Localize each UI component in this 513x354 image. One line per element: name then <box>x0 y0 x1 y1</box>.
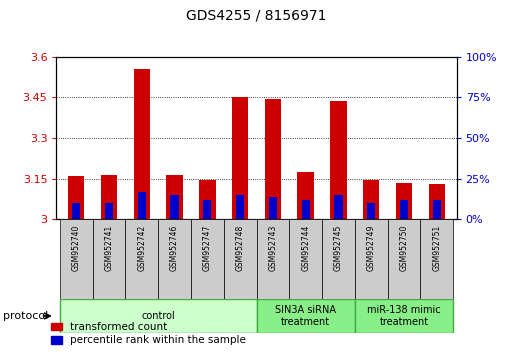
Text: GSM952747: GSM952747 <box>203 225 212 272</box>
Text: GSM952745: GSM952745 <box>334 225 343 272</box>
Bar <box>367 203 376 219</box>
FancyBboxPatch shape <box>355 299 453 333</box>
Bar <box>396 183 412 219</box>
Bar <box>133 69 150 219</box>
Text: GSM952744: GSM952744 <box>301 225 310 272</box>
Text: control: control <box>141 311 175 321</box>
FancyBboxPatch shape <box>256 219 289 299</box>
FancyBboxPatch shape <box>60 299 256 333</box>
Text: GSM952750: GSM952750 <box>400 225 408 272</box>
Text: GSM952746: GSM952746 <box>170 225 179 272</box>
Bar <box>433 200 441 219</box>
Bar <box>269 197 277 219</box>
Bar <box>170 195 179 219</box>
FancyBboxPatch shape <box>92 219 125 299</box>
Text: miR-138 mimic
treatment: miR-138 mimic treatment <box>367 305 441 327</box>
Legend: transformed count, percentile rank within the sample: transformed count, percentile rank withi… <box>51 322 246 345</box>
Bar <box>298 172 314 219</box>
Bar <box>105 203 113 219</box>
FancyBboxPatch shape <box>388 219 421 299</box>
Text: GSM952749: GSM952749 <box>367 225 376 272</box>
Text: GDS4255 / 8156971: GDS4255 / 8156971 <box>186 9 327 23</box>
Bar <box>203 200 211 219</box>
FancyBboxPatch shape <box>322 219 355 299</box>
FancyBboxPatch shape <box>256 299 355 333</box>
Bar <box>236 195 244 219</box>
FancyBboxPatch shape <box>125 219 158 299</box>
Bar <box>68 176 84 219</box>
Bar <box>72 203 80 219</box>
Bar <box>101 175 117 219</box>
Bar <box>199 180 215 219</box>
Bar <box>400 200 408 219</box>
FancyBboxPatch shape <box>224 219 256 299</box>
FancyBboxPatch shape <box>421 219 453 299</box>
Bar <box>334 195 343 219</box>
FancyBboxPatch shape <box>289 219 322 299</box>
Text: GSM952743: GSM952743 <box>268 225 278 272</box>
Text: protocol: protocol <box>3 311 48 321</box>
Text: GSM952751: GSM952751 <box>432 225 441 271</box>
FancyBboxPatch shape <box>60 219 92 299</box>
Bar <box>166 175 183 219</box>
FancyBboxPatch shape <box>355 219 388 299</box>
Bar <box>137 192 146 219</box>
Bar <box>363 180 380 219</box>
Bar <box>330 102 347 219</box>
Bar <box>429 184 445 219</box>
Bar <box>232 97 248 219</box>
Bar <box>302 200 310 219</box>
Text: GSM952740: GSM952740 <box>72 225 81 272</box>
Text: GSM952741: GSM952741 <box>105 225 113 271</box>
Text: SIN3A siRNA
treatment: SIN3A siRNA treatment <box>275 305 336 327</box>
Text: GSM952742: GSM952742 <box>137 225 146 271</box>
FancyBboxPatch shape <box>158 219 191 299</box>
Text: GSM952748: GSM952748 <box>235 225 245 271</box>
Bar <box>265 99 281 219</box>
FancyBboxPatch shape <box>191 219 224 299</box>
